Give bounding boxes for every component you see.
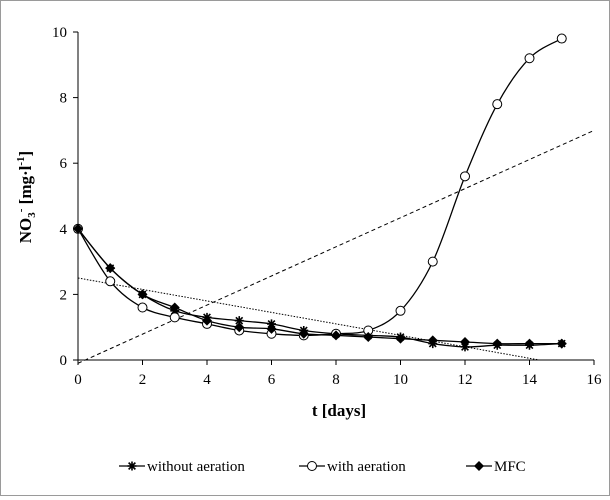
data-point — [73, 223, 83, 234]
data-point — [234, 316, 244, 326]
x-tick-label: 14 — [522, 372, 538, 388]
legend-item: with aeration — [299, 459, 406, 475]
y-axis-label-unit-sup: -1 — [15, 156, 27, 165]
y-axis-label-sub: 3 — [26, 212, 38, 218]
data-point — [492, 99, 503, 110]
y-axis-label: NO3- [mg·l-1] — [15, 151, 38, 243]
trendlines — [77, 129, 595, 364]
data-point — [460, 171, 470, 182]
legend: without aeration with aeration MFC — [119, 459, 526, 475]
y-tick-label: 0 — [60, 353, 68, 369]
data-point — [298, 328, 309, 339]
data-point — [266, 323, 277, 334]
x-tick-label: 2 — [139, 372, 147, 388]
y-axis-label-sup: - — [15, 208, 27, 212]
y-tick-label: 6 — [60, 156, 68, 172]
series-line — [77, 228, 562, 345]
trendline-dotted — [77, 277, 540, 361]
legend-item: MFC — [466, 459, 526, 475]
data-point — [234, 322, 245, 333]
x-tick-label: 4 — [203, 372, 211, 388]
series-with-aeration — [73, 33, 567, 341]
y-tick-label: 2 — [60, 287, 68, 303]
x-tick-label: 16 — [587, 372, 603, 388]
data-point — [169, 312, 180, 323]
legend-marker — [127, 461, 137, 471]
legend-label: without aeration — [147, 459, 245, 475]
y-axis-label-main: NO — [16, 218, 35, 244]
data-point — [492, 338, 503, 349]
data-point — [524, 53, 535, 64]
data-point — [524, 338, 535, 349]
legend-marker — [474, 461, 484, 471]
x-tick-label: 12 — [458, 372, 473, 388]
y-tick-label: 8 — [60, 91, 68, 107]
x-tick-label: 10 — [393, 372, 408, 388]
legend-marker — [307, 461, 317, 471]
series-line — [77, 38, 563, 337]
x-tick-label: 8 — [332, 372, 340, 388]
data-point — [395, 305, 406, 316]
legend-label: MFC — [494, 459, 526, 475]
y-tick-label: 10 — [52, 25, 67, 41]
data-point — [137, 289, 148, 300]
data-point — [460, 336, 470, 347]
x-tick-label: 0 — [74, 372, 82, 388]
axes — [77, 32, 594, 361]
legend-item: without aeration — [119, 459, 245, 475]
series-without-aeration — [73, 224, 567, 352]
series-group — [73, 33, 567, 352]
y-tick-label: 4 — [60, 222, 68, 238]
legend-label: with aeration — [327, 459, 406, 475]
data-point — [427, 256, 438, 267]
data-point — [169, 302, 180, 313]
data-point — [202, 315, 212, 326]
data-point — [137, 302, 148, 313]
y-axis-label-unit: [mg·l — [16, 165, 35, 208]
data-point — [105, 263, 116, 274]
series-line — [77, 228, 562, 348]
data-point — [331, 330, 341, 341]
x-axis-label: t [days] — [312, 401, 366, 420]
data-point — [395, 333, 406, 344]
data-point — [427, 335, 438, 346]
series-mfc — [73, 223, 567, 349]
x-tick-label: 6 — [268, 372, 276, 388]
data-point — [556, 338, 567, 349]
data-point — [556, 33, 567, 44]
y-axis-label-close: ] — [16, 151, 35, 157]
data-point — [363, 332, 374, 343]
data-point — [105, 276, 116, 287]
trendline-dashed — [77, 129, 595, 364]
